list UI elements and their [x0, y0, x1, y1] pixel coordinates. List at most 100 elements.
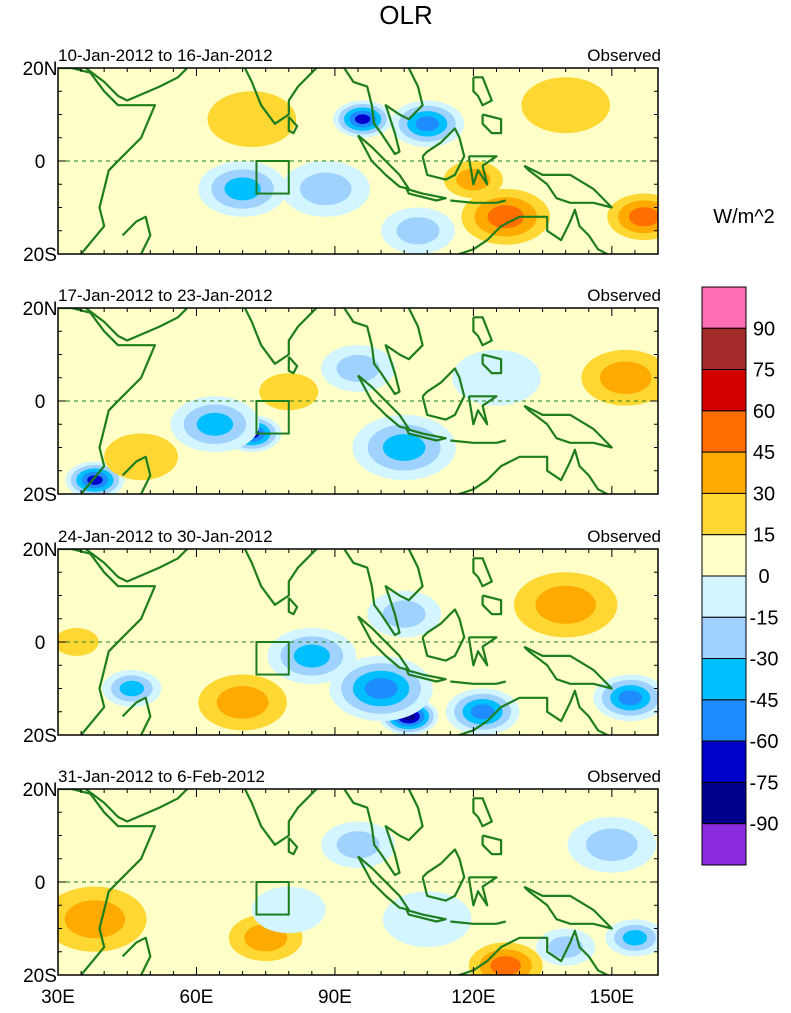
- colorbar-swatch: [701, 534, 747, 577]
- panel-label: Observed: [587, 767, 661, 786]
- y-tick-label: 20S: [23, 726, 57, 747]
- olr-anomaly-contour: [382, 434, 426, 461]
- coastline: [481, 353, 503, 375]
- coastline: [405, 187, 447, 202]
- y-tick-label: 0: [35, 392, 46, 413]
- panel-label: Observed: [587, 286, 661, 305]
- map-panel: 31-Jan-2012 to 6-Feb-2012 Observed 20N 0 20S: [23, 767, 661, 987]
- colorbar-swatch: [701, 658, 747, 701]
- colorbar-label: -15: [750, 607, 779, 629]
- coastline: [287, 116, 299, 135]
- colorbar-swatch: [701, 369, 747, 412]
- coastline: [472, 76, 493, 107]
- coastline: [121, 215, 152, 254]
- olr-anomaly-contour: [299, 172, 352, 206]
- colorbar-label: -90: [750, 814, 779, 836]
- coastline: [405, 908, 447, 923]
- olr-anomaly-contour: [119, 680, 145, 697]
- colorbar-label: 45: [753, 442, 775, 464]
- region-box: [255, 160, 290, 195]
- panel-period: 17-Jan-2012 to 23-Jan-2012: [58, 286, 273, 305]
- coastline: [421, 127, 466, 181]
- olr-anomaly-contour: [336, 354, 380, 383]
- olr-anomaly-contour: [293, 644, 331, 668]
- coastline: [455, 448, 608, 494]
- coastline: [481, 834, 503, 856]
- x-tick-label: 120E: [451, 987, 495, 1008]
- olr-anomaly-contour: [196, 412, 234, 436]
- coastline: [455, 929, 608, 975]
- y-tick-label: 0: [35, 873, 46, 894]
- coastline: [455, 208, 608, 254]
- olr-anomaly-contour: [487, 205, 524, 229]
- colorbar-label: 60: [753, 401, 775, 423]
- coastline: [450, 199, 506, 204]
- colorbar-units: W/m^2: [713, 206, 775, 228]
- coastline: [472, 797, 493, 828]
- olr-anomaly-contour: [396, 217, 440, 245]
- colorbar-label: 0: [758, 566, 769, 588]
- coastline: [343, 789, 424, 877]
- olr-anomaly-contour: [104, 433, 178, 481]
- x-axis: 30E 60E 90E 120E 150E: [41, 987, 634, 1008]
- y-tick-label: 20N: [23, 780, 58, 801]
- olr-anomaly-contour: [64, 900, 126, 939]
- coastline: [224, 789, 318, 846]
- olr-anomaly-contour: [586, 828, 638, 862]
- colorbar: 90 75 60 45 30 15 0 -15 -30 -45 -60 -75 -90: [701, 286, 779, 866]
- colorbar-swatch: [701, 699, 747, 742]
- coastline: [85, 789, 188, 823]
- olr-anomaly-contour: [382, 600, 426, 628]
- colorbar-swatch: [701, 616, 747, 660]
- olr-anomaly-contour: [224, 177, 261, 201]
- colorbar-swatch: [701, 781, 747, 825]
- y-tick-label: 20N: [23, 540, 58, 561]
- olr-anomaly-contour: [207, 91, 297, 148]
- map-panels: 10-Jan-2012 to 16-Jan-2012 Observed 20N 0 20…: [23, 46, 661, 987]
- coastline: [523, 164, 613, 209]
- y-tick-label: 0: [35, 152, 46, 173]
- olr-anomaly-contour: [364, 678, 398, 699]
- coastline: [421, 367, 466, 421]
- y-tick-label: 20S: [23, 245, 57, 266]
- olr-anomaly-contour: [216, 686, 269, 719]
- colorbar-swatch: [701, 740, 747, 783]
- coastline: [343, 549, 424, 637]
- y-tick-label: 0: [35, 633, 46, 654]
- coastline: [121, 936, 152, 975]
- coastline: [224, 308, 318, 365]
- olr-anomaly-contour: [354, 114, 371, 124]
- coastline: [481, 113, 503, 135]
- colorbar-label: -60: [750, 731, 779, 753]
- coastline: [405, 668, 447, 683]
- x-tick-label: 150E: [590, 987, 634, 1008]
- colorbar-swatch: [701, 286, 747, 329]
- y-tick-label: 20N: [23, 299, 58, 320]
- coastline: [287, 597, 299, 616]
- panel-period: 10-Jan-2012 to 16-Jan-2012: [58, 46, 273, 65]
- coastline: [523, 645, 613, 690]
- colorbar-swatch: [701, 451, 747, 494]
- olr-anomaly-contour: [535, 585, 596, 624]
- colorbar-swatch: [701, 823, 747, 866]
- colorbar-label: 75: [753, 360, 775, 382]
- map-panel: 24-Jan-2012 to 30-Jan-2012 Observed 20N 0 20…: [23, 527, 661, 747]
- x-tick-label: 90E: [318, 987, 352, 1008]
- coastline: [421, 608, 466, 662]
- colorbar-label: 90: [753, 318, 775, 340]
- olr-anomaly-contour: [622, 930, 648, 946]
- colorbar-label: 30: [753, 483, 775, 505]
- colorbar-label: -30: [750, 649, 779, 671]
- coastline: [467, 876, 498, 907]
- colorbar-swatch: [701, 410, 747, 453]
- y-tick-label: 20S: [23, 485, 57, 506]
- coastline: [467, 636, 498, 667]
- region-box: [255, 641, 290, 676]
- olr-anomaly-contour: [470, 704, 495, 720]
- x-tick-label: 60E: [180, 987, 214, 1008]
- region-box: [255, 400, 290, 435]
- coastline: [85, 308, 188, 342]
- olr-anomaly-contour: [628, 207, 658, 227]
- coastline: [455, 689, 608, 735]
- colorbar-label: -75: [750, 772, 779, 794]
